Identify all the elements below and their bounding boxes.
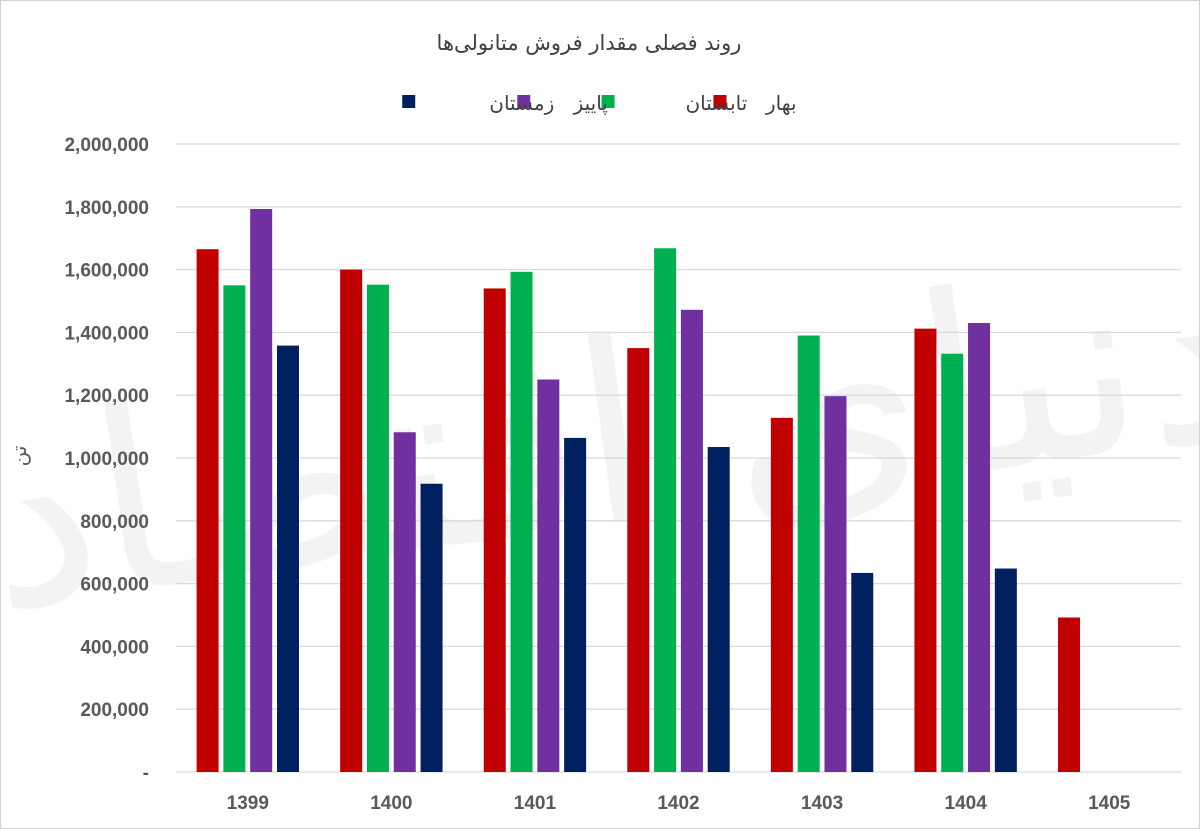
legend-swatch xyxy=(713,95,727,108)
x-tick-label: 1399 xyxy=(227,793,269,814)
bar-بهار-1399 xyxy=(196,249,219,772)
bar-زمستان-1400 xyxy=(420,483,443,772)
x-tick-label: 1401 xyxy=(514,793,557,814)
legend-swatch xyxy=(517,95,531,108)
watermark-text: دنیای اقتصاد xyxy=(1,202,1199,668)
bar-زمستان-1399 xyxy=(276,345,299,772)
bar-تابستان-1404 xyxy=(941,353,964,772)
legend-label: بهار xyxy=(765,91,797,115)
bar-زمستان-1403 xyxy=(851,572,874,772)
legend-label: زمستان xyxy=(489,91,554,115)
bar-تابستان-1399 xyxy=(223,285,246,772)
y-axis-ticks: - 200,000 400,000 600,000 800,000 1,000,000 1,… xyxy=(64,135,149,784)
bar-تابستان-1403 xyxy=(797,335,820,772)
bar-پاییز-1403 xyxy=(824,396,847,772)
y-tick-label: 400,000 xyxy=(80,637,149,658)
bar-زمستان-1401 xyxy=(564,437,587,772)
bar-بهار-1405 xyxy=(1058,617,1081,772)
legend-swatch xyxy=(601,95,615,108)
bar-بهار-1403 xyxy=(770,417,793,772)
bar-تابستان-1401 xyxy=(510,271,533,772)
bar-پاییز-1400 xyxy=(393,432,416,772)
bar-بهار-1401 xyxy=(483,288,506,772)
x-tick-label: 1405 xyxy=(1088,793,1131,814)
bars xyxy=(196,208,1081,773)
y-tick-label: 600,000 xyxy=(80,575,149,596)
y-axis-label: تن xyxy=(7,446,31,467)
chart-title: روند فصلی مقدار فروش متانولی‌ها xyxy=(437,31,742,55)
bar-تابستان-1400 xyxy=(366,284,389,772)
x-tick-label: 1403 xyxy=(801,793,843,814)
y-tick-label: 1,800,000 xyxy=(64,198,149,219)
x-tick-label: 1402 xyxy=(657,793,699,814)
legend-label: پاییز xyxy=(573,91,608,116)
y-tick-label: 200,000 xyxy=(80,700,149,721)
bar-زمستان-1402 xyxy=(707,447,730,772)
legend-label: تابستان xyxy=(685,91,747,115)
y-tick-label: 1,600,000 xyxy=(64,261,149,282)
y-tick-label: - xyxy=(143,763,149,784)
bar-بهار-1404 xyxy=(914,328,937,772)
bar-پاییز-1404 xyxy=(968,322,991,772)
legend: بهار تابستان پاییز زمستان xyxy=(402,91,797,116)
bar-بهار-1402 xyxy=(627,348,650,772)
y-tick-label: 2,000,000 xyxy=(64,135,149,156)
y-tick-label: 1,200,000 xyxy=(64,386,149,407)
bar-پاییز-1401 xyxy=(537,379,560,772)
legend-swatch xyxy=(402,95,416,108)
x-axis-ticks: 1399 1400 1401 1402 1403 1404 1405 xyxy=(227,793,1131,814)
bar-تابستان-1402 xyxy=(654,248,677,773)
y-tick-label: 1,000,000 xyxy=(64,449,149,470)
bar-پاییز-1399 xyxy=(250,208,273,773)
x-tick-label: 1404 xyxy=(945,793,988,814)
y-tick-label: 1,400,000 xyxy=(64,323,149,344)
bar-زمستان-1404 xyxy=(994,568,1017,772)
y-tick-label: 800,000 xyxy=(80,512,149,533)
bar-پاییز-1402 xyxy=(680,309,703,772)
bar-بهار-1400 xyxy=(340,269,363,772)
x-tick-label: 1400 xyxy=(370,793,412,814)
